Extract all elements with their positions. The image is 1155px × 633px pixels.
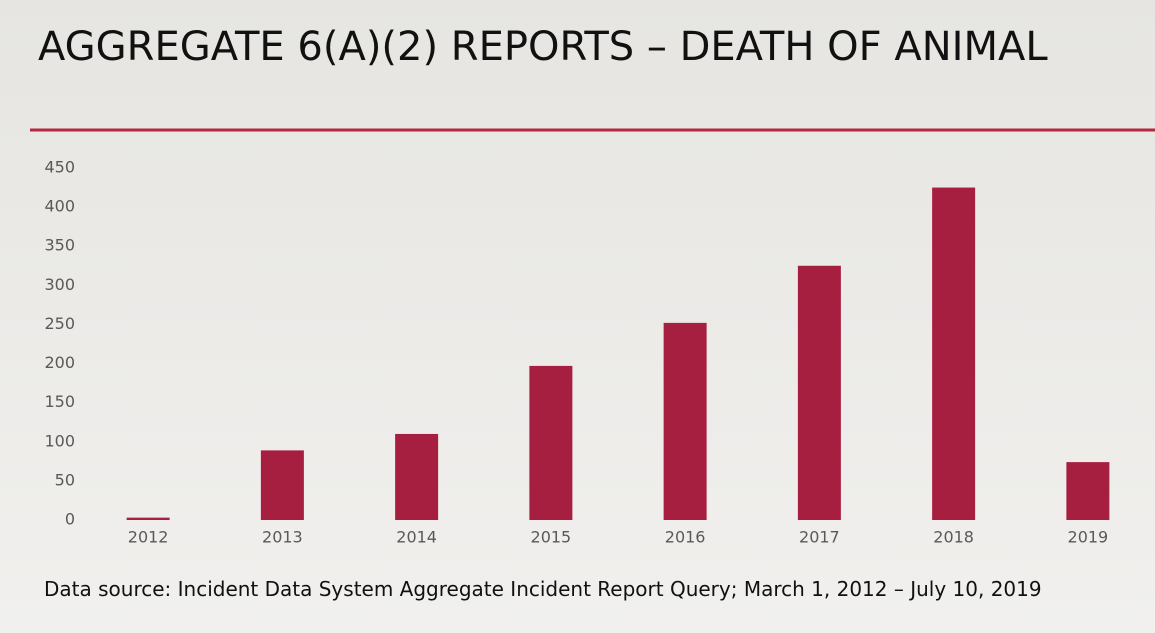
x-tick-label: 2014 bbox=[396, 528, 437, 547]
x-tick-label: 2015 bbox=[531, 528, 572, 547]
data-source-note: Data source: Incident Data System Aggreg… bbox=[44, 577, 1042, 601]
y-tick-label: 150 bbox=[44, 392, 75, 411]
y-tick-label: 400 bbox=[44, 197, 75, 216]
y-tick-label: 300 bbox=[44, 275, 75, 294]
y-tick-label: 250 bbox=[44, 314, 75, 333]
y-tick-label: 350 bbox=[44, 236, 75, 255]
chart-title: AGGREGATE 6(A)(2) REPORTS – DEATH OF ANI… bbox=[38, 24, 1048, 70]
bar bbox=[126, 517, 170, 520]
y-tick-label: 0 bbox=[65, 510, 75, 529]
bar bbox=[932, 187, 976, 521]
bar bbox=[395, 433, 439, 520]
bar bbox=[1066, 462, 1110, 520]
x-tick-label: 2012 bbox=[128, 528, 169, 547]
x-tick-label: 2018 bbox=[933, 528, 974, 547]
bar bbox=[663, 322, 707, 520]
bar bbox=[529, 365, 573, 520]
x-tick-label: 2013 bbox=[262, 528, 303, 547]
bar bbox=[260, 450, 304, 520]
x-tick-label: 2016 bbox=[665, 528, 706, 547]
y-tick-label: 450 bbox=[44, 158, 75, 177]
y-tick-label: 200 bbox=[44, 353, 75, 372]
bar bbox=[797, 265, 841, 520]
x-tick-label: 2019 bbox=[1068, 528, 1109, 547]
y-tick-label: 50 bbox=[55, 470, 75, 489]
x-tick-label: 2017 bbox=[799, 528, 840, 547]
y-tick-label: 100 bbox=[44, 431, 75, 450]
